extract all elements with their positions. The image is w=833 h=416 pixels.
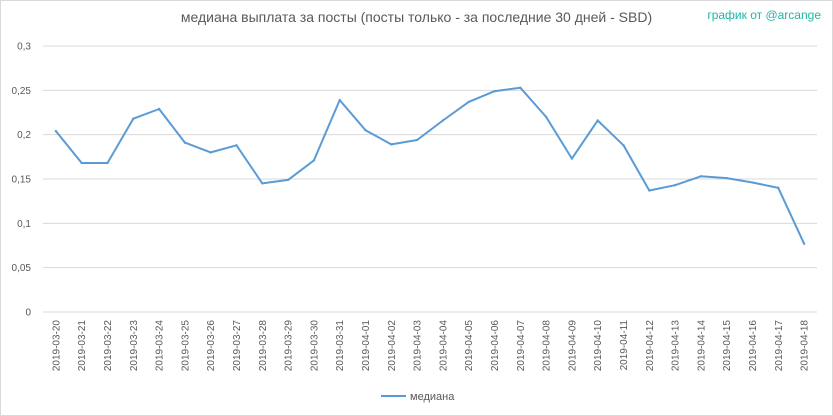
data-point — [54, 129, 58, 133]
series-layer — [54, 86, 806, 245]
x-tick-label: 2019-04-13 — [671, 320, 682, 372]
y-tick-label: 0,25 — [12, 86, 32, 97]
data-point — [467, 100, 470, 104]
data-point — [519, 86, 522, 89]
data-point — [751, 181, 754, 184]
x-axis: 2019-03-20 2019-03-21 2019-03-22 2019-03-23… — [51, 320, 810, 372]
x-tick-label: 2019-03-26 — [206, 320, 217, 372]
data-point — [364, 129, 367, 132]
x-tick-label: 2019-03-25 — [180, 320, 191, 372]
x-tick-label: 2019-04-04 — [438, 320, 449, 372]
x-tick-label: 2019-04-11 — [619, 320, 630, 371]
data-point — [648, 189, 651, 192]
x-tick-label: 2019-03-21 — [77, 320, 88, 372]
data-point — [725, 176, 728, 180]
data-point — [493, 90, 496, 93]
data-point — [261, 182, 264, 185]
x-tick-label: 2019-04-14 — [696, 320, 707, 372]
x-tick-label: 2019-03-30 — [309, 320, 320, 372]
data-point — [132, 117, 135, 120]
series-line — [55, 86, 806, 245]
data-point — [622, 144, 625, 147]
data-point — [209, 151, 212, 154]
data-point — [777, 186, 780, 190]
data-point — [312, 159, 316, 162]
data-point — [157, 107, 161, 111]
y-tick-label: 0,3 — [17, 42, 31, 53]
data-point — [596, 119, 599, 122]
y-tick-label: 0 — [25, 308, 31, 319]
x-tick-label: 2019-04-07 — [516, 320, 527, 372]
x-tick-label: 2019-03-23 — [129, 320, 140, 372]
data-point — [544, 115, 548, 119]
x-tick-label: 2019-04-12 — [645, 320, 656, 372]
data-point — [286, 178, 290, 182]
x-tick-label: 2019-04-05 — [464, 320, 475, 372]
data-point — [673, 184, 677, 187]
y-tick-label: 0,2 — [17, 130, 31, 141]
x-tick-label: 2019-04-08 — [542, 320, 553, 372]
data-point — [235, 144, 238, 147]
x-tick-label: 2019-04-03 — [413, 320, 424, 372]
x-tick-label: 2019-04-16 — [748, 320, 759, 372]
data-point — [802, 242, 806, 245]
x-tick-label: 2019-03-20 — [51, 320, 62, 372]
data-point — [106, 161, 109, 165]
chart-credit: график от @arcange — [707, 8, 821, 22]
data-point — [183, 141, 187, 144]
data-point — [441, 119, 445, 122]
x-tick-label: 2019-04-10 — [593, 320, 604, 372]
x-tick-label: 2019-03-31 — [335, 320, 346, 372]
x-tick-label: 2019-03-29 — [284, 320, 295, 372]
x-tick-label: 2019-04-01 — [361, 320, 372, 372]
x-tick-label: 2019-04-06 — [490, 320, 501, 372]
x-tick-label: 2019-04-15 — [722, 320, 733, 372]
grid-lines — [43, 45, 817, 313]
x-tick-label: 2019-04-18 — [800, 320, 811, 372]
data-point — [570, 157, 574, 160]
legend-label: медиана — [410, 391, 455, 403]
y-tick-label: 0,05 — [12, 263, 32, 274]
data-point — [415, 138, 419, 142]
y-tick-label: 0,1 — [17, 219, 31, 230]
x-tick-label: 2019-03-28 — [258, 320, 269, 372]
data-point — [80, 161, 83, 165]
data-point — [338, 98, 341, 102]
chart-title: медиана выплата за посты (посты только -… — [180, 9, 653, 25]
x-tick-label: 2019-03-22 — [103, 320, 114, 372]
x-tick-label: 2019-03-27 — [232, 320, 243, 372]
x-tick-label: 2019-04-17 — [774, 320, 785, 372]
y-tick-label: 0,15 — [12, 175, 32, 186]
data-point — [699, 175, 703, 178]
x-tick-label: 2019-04-09 — [567, 320, 578, 372]
x-tick-label: 2019-04-02 — [387, 320, 398, 372]
legend: медиана — [381, 391, 455, 403]
x-tick-label: 2019-03-24 — [155, 320, 166, 372]
y-axis: 0 0,05 0,1 0,15 0,2 0,25 0,3 — [12, 42, 32, 319]
data-point — [390, 143, 393, 146]
